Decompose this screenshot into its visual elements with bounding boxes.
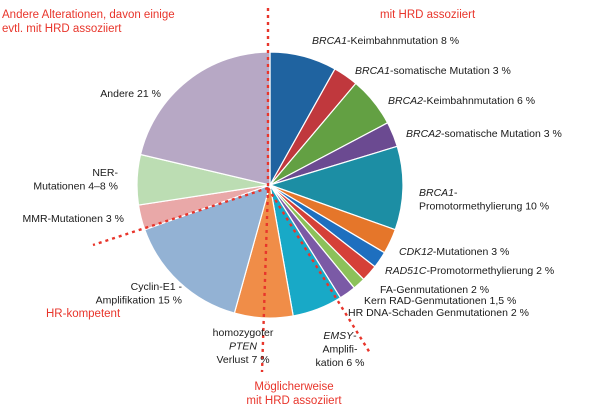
divider-line-3 <box>92 186 269 247</box>
category-label-2: mit HRD assoziiert <box>380 9 476 21</box>
divider-line-2 <box>266 187 372 354</box>
slice-labels: BRCA1-Keimbahnmutation 8 % BRCA1-somatisc… <box>22 35 561 369</box>
slice-label-3: BRCA2-Keimbahnmutation 6 % <box>388 95 535 107</box>
category-labels: Andere Alterationen, davon einige evtl. m… <box>2 9 476 407</box>
slice-label-6: CDK12-Mutationen 3 % <box>399 246 509 258</box>
slice-label-5: BRCA1-Promotormethylierung 10 % <box>419 187 549 213</box>
slice-label-9: Kern RAD-Genmutationen 1,5 % <box>364 295 516 307</box>
divider-lines <box>92 8 372 373</box>
category-label-1: Andere Alterationen, davon einige evtl. m… <box>2 9 175 35</box>
slice-label-10: HR DNA-Schaden Genmutationen 2 % <box>348 307 529 319</box>
slices-group <box>136 51 404 319</box>
slice-label-7: RAD51C-Promotormethylierung 2 % <box>385 265 554 277</box>
slice-label-11: EMSY-Amplifi-kation 6 % <box>315 330 364 369</box>
pie-slice-5 <box>268 145 404 231</box>
slice-label-4: BRCA2-somatische Mutation 3 % <box>406 128 562 140</box>
slice-label-14: MMR-Mutationen 3 % <box>22 213 124 225</box>
slice-label-1: BRCA1-Keimbahnmutation 8 % <box>312 35 459 47</box>
category-label-4: Möglicherweise mit HRD assoziiert <box>246 381 342 407</box>
slice-label-15: NER-Mutationen 4–8 % <box>33 167 118 193</box>
pie-slice-16 <box>139 51 271 186</box>
slice-label-13: Cyclin-E1 -Amplifikation 15 % <box>96 281 183 307</box>
divider-line-4 <box>260 187 270 373</box>
slice-label-16: Andere 21 % <box>100 88 161 100</box>
pie-slice-13 <box>143 184 271 314</box>
slice-label-2: BRCA1-somatische Mutation 3 % <box>355 65 511 77</box>
slice-label-8: FA-Genmutationen 2 % <box>380 284 489 296</box>
slice-label-12: homozygoter PTEN Verlust 7 % <box>213 327 274 366</box>
category-label-3: HR-kompetent <box>46 308 121 320</box>
